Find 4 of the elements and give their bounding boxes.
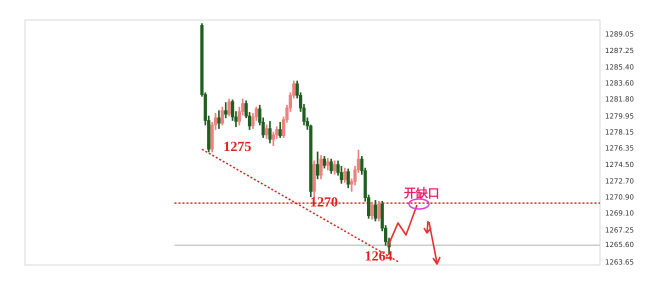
- annotation: 1264: [364, 250, 393, 265]
- annotation: 开缺口: [402, 186, 440, 200]
- annotation: 1275: [223, 140, 252, 156]
- ref-line-label: 1270: [310, 196, 338, 211]
